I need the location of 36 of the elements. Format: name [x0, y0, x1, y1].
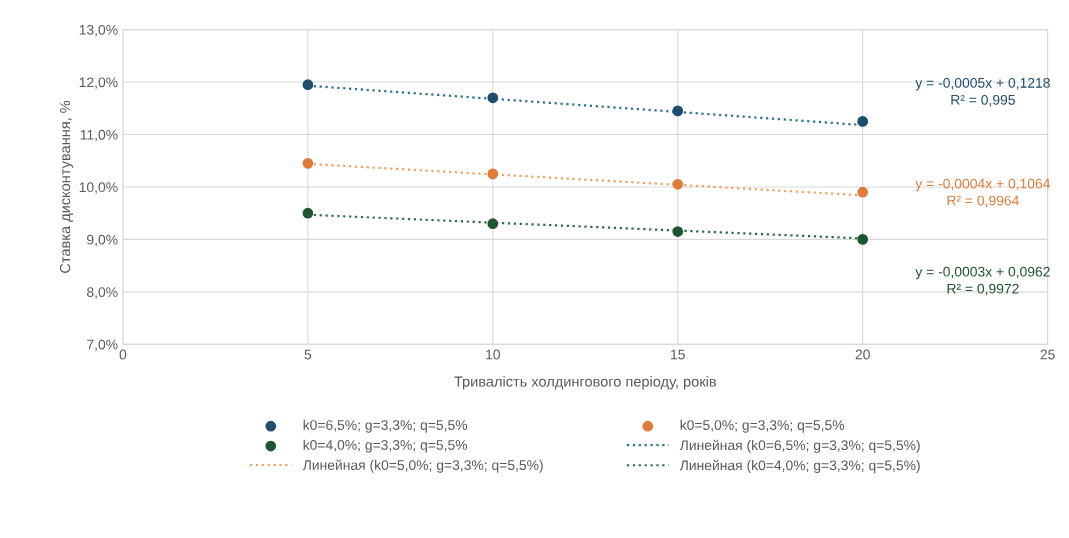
legend-label: k0=6,5%; g=3,3%; q=5,5% [303, 419, 468, 433]
y-tick-label: 11,0% [80, 129, 118, 142]
point [672, 105, 684, 117]
y-tick-label: 13,0% [79, 24, 118, 37]
annotation: y = -0,0005x + 0,1218 R² = 0,995 [915, 77, 1050, 107]
x-tick-label: 10 [486, 349, 500, 360]
point [672, 226, 684, 237]
x-tick-label: 5 [304, 349, 312, 360]
y-tick-label: 9,0% [87, 234, 118, 247]
point [857, 234, 869, 245]
annotation: y = -0,0004x + 0,1064 R² = 0,9964 [915, 178, 1051, 208]
y-tick-label: 12,0% [79, 77, 118, 89]
x-tick-label: 0 [119, 349, 127, 360]
point [487, 168, 499, 180]
point [857, 116, 869, 127]
annotation: y = -0,0003x + 0,0962 R² = 0,9972 [915, 266, 1050, 296]
x-tick-label: 15 [671, 349, 685, 360]
legend-label: Линейная (k0=5,0%; g=3,3%; q=5,5%) [302, 459, 543, 473]
x-axis-title: Тривалість холдингового періоду, років [454, 376, 716, 390]
y-axis-title: Ставка дисконтування, % [59, 100, 74, 273]
legend-label: k0=4,0%; g=3,3%; q=5,5% [303, 439, 468, 453]
x-tick-label: 25 [1040, 349, 1055, 360]
point [857, 186, 869, 198]
point [302, 207, 314, 219]
y-tick-label: 8,0% [87, 287, 118, 299]
y-tick-label: 7,0% [87, 339, 118, 352]
legend-label: Линейная (k0=4,0%; g=3,3%; q=5,5%) [679, 459, 920, 473]
legend-label: k0=5,0%; g=3,3%; q=5,5% [680, 419, 845, 433]
y-tick-label: 10,0% [79, 182, 118, 194]
point [302, 157, 314, 169]
point [302, 79, 314, 91]
point [487, 92, 499, 104]
legend-label: Линейная (k0=6,5%; g=3,3%; q=5,5%) [679, 439, 920, 453]
x-tick-label: 20 [855, 349, 870, 360]
point [672, 178, 684, 190]
point [487, 218, 499, 230]
